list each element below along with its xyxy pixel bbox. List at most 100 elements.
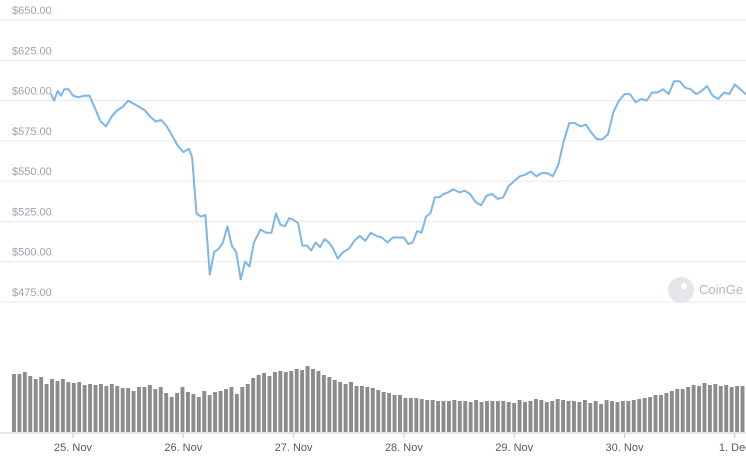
volume-bar — [349, 382, 354, 432]
x-tick-label: 25. Nov — [54, 442, 92, 454]
volume-bar — [60, 379, 65, 432]
volume-bar — [414, 398, 419, 432]
volume-bar — [137, 387, 141, 432]
volume-bar — [631, 400, 636, 432]
volume-bar — [77, 382, 82, 432]
volume-bar — [283, 372, 288, 432]
volume-bar — [294, 369, 299, 432]
volume-bar — [158, 387, 163, 432]
volume-bar — [207, 395, 212, 432]
volume-bar — [691, 385, 696, 432]
volume-bar — [408, 398, 413, 432]
volume-bar — [713, 384, 718, 432]
volume-bar — [610, 401, 614, 432]
volume-bar — [430, 400, 435, 432]
volume-bar — [490, 401, 495, 432]
x-tick-label: 29. Nov — [495, 442, 533, 454]
volume-bar — [398, 395, 402, 432]
x-tick-label: 28. Nov — [385, 442, 423, 454]
volume-bar — [533, 399, 538, 432]
volume-bar — [702, 383, 707, 432]
volume-bar — [735, 386, 740, 432]
volume-bar — [289, 371, 294, 432]
volume-bar — [153, 389, 158, 432]
volume-bar — [354, 386, 359, 432]
volume-bar — [648, 397, 653, 432]
volume-bar — [256, 375, 261, 432]
volume-bar — [98, 384, 103, 432]
y-tick-label: $575.00 — [12, 126, 52, 138]
volume-bar — [109, 384, 114, 432]
volume-bar — [175, 393, 180, 432]
volume-bar — [55, 381, 60, 432]
volume-bar — [311, 369, 315, 432]
volume-bar — [147, 385, 152, 432]
volume-bar — [251, 378, 256, 432]
volume-bar — [523, 402, 527, 432]
volume-bar — [338, 382, 343, 432]
volume-bar — [653, 395, 658, 432]
volume-bar — [718, 386, 723, 432]
volume-bar — [572, 401, 576, 432]
volume-bar — [419, 399, 424, 432]
volume-bar — [729, 387, 734, 432]
gridlines — [0, 19, 746, 303]
volume-bar — [66, 382, 71, 432]
volume-bar — [88, 384, 93, 432]
volume-bar — [185, 392, 190, 432]
volume-bar — [22, 372, 27, 432]
volume-bar — [485, 401, 489, 432]
volume-bar — [343, 384, 348, 432]
volume-bar — [33, 379, 38, 432]
volume-bar — [213, 392, 218, 432]
volume-bar — [528, 401, 533, 432]
volume-bar — [436, 401, 440, 432]
volume-bar — [196, 397, 201, 432]
volume-bar — [599, 404, 604, 432]
y-tick-label: $600.00 — [12, 86, 52, 98]
y-axis-labels: $475.00 $500.00 $525.00 $550.00 $575.00 $600.… — [12, 5, 52, 299]
volume-bar — [457, 401, 462, 432]
volume-bar — [512, 403, 517, 432]
volume-bar — [278, 371, 283, 432]
volume-bar — [577, 402, 582, 432]
watermark-text: CoinGe — [699, 282, 743, 297]
volume-bar — [680, 389, 685, 432]
volume-bar — [495, 401, 500, 432]
volume-bar — [550, 401, 555, 432]
volume-bar — [316, 371, 321, 432]
volume-bar — [115, 386, 120, 432]
volume-bar — [463, 401, 468, 432]
volume-bar — [300, 370, 305, 432]
volume-bar — [332, 380, 337, 432]
volume-bar — [697, 386, 701, 432]
y-tick-label: $475.00 — [12, 287, 52, 299]
volume-bar — [262, 373, 267, 432]
volume-bar — [202, 391, 207, 432]
volume-bar — [452, 400, 457, 432]
volume-bar — [169, 397, 174, 432]
x-tick-label: 30. Nov — [606, 442, 644, 454]
volume-bar — [71, 383, 76, 432]
volume-bar — [403, 398, 408, 432]
volume-bar — [126, 388, 131, 432]
volume-bar — [604, 400, 609, 432]
volume-bar — [620, 401, 625, 432]
volume-bar — [675, 389, 680, 432]
volume-bar — [637, 399, 642, 432]
logo-eye-icon — [681, 283, 687, 289]
y-tick-label: $550.00 — [12, 166, 52, 178]
volume-bar — [272, 372, 277, 432]
volume-bar — [686, 387, 691, 432]
volume-bar — [381, 392, 386, 432]
coingecko-watermark: CoinGe — [668, 277, 743, 303]
volume-bar — [561, 400, 566, 432]
volume-bar — [240, 387, 245, 432]
volume-bar — [740, 386, 745, 432]
volume-bar — [669, 391, 674, 432]
volume-bar — [365, 387, 370, 432]
volume-bar — [131, 391, 136, 432]
volume-bar — [104, 386, 109, 432]
volume-bar — [359, 386, 364, 432]
